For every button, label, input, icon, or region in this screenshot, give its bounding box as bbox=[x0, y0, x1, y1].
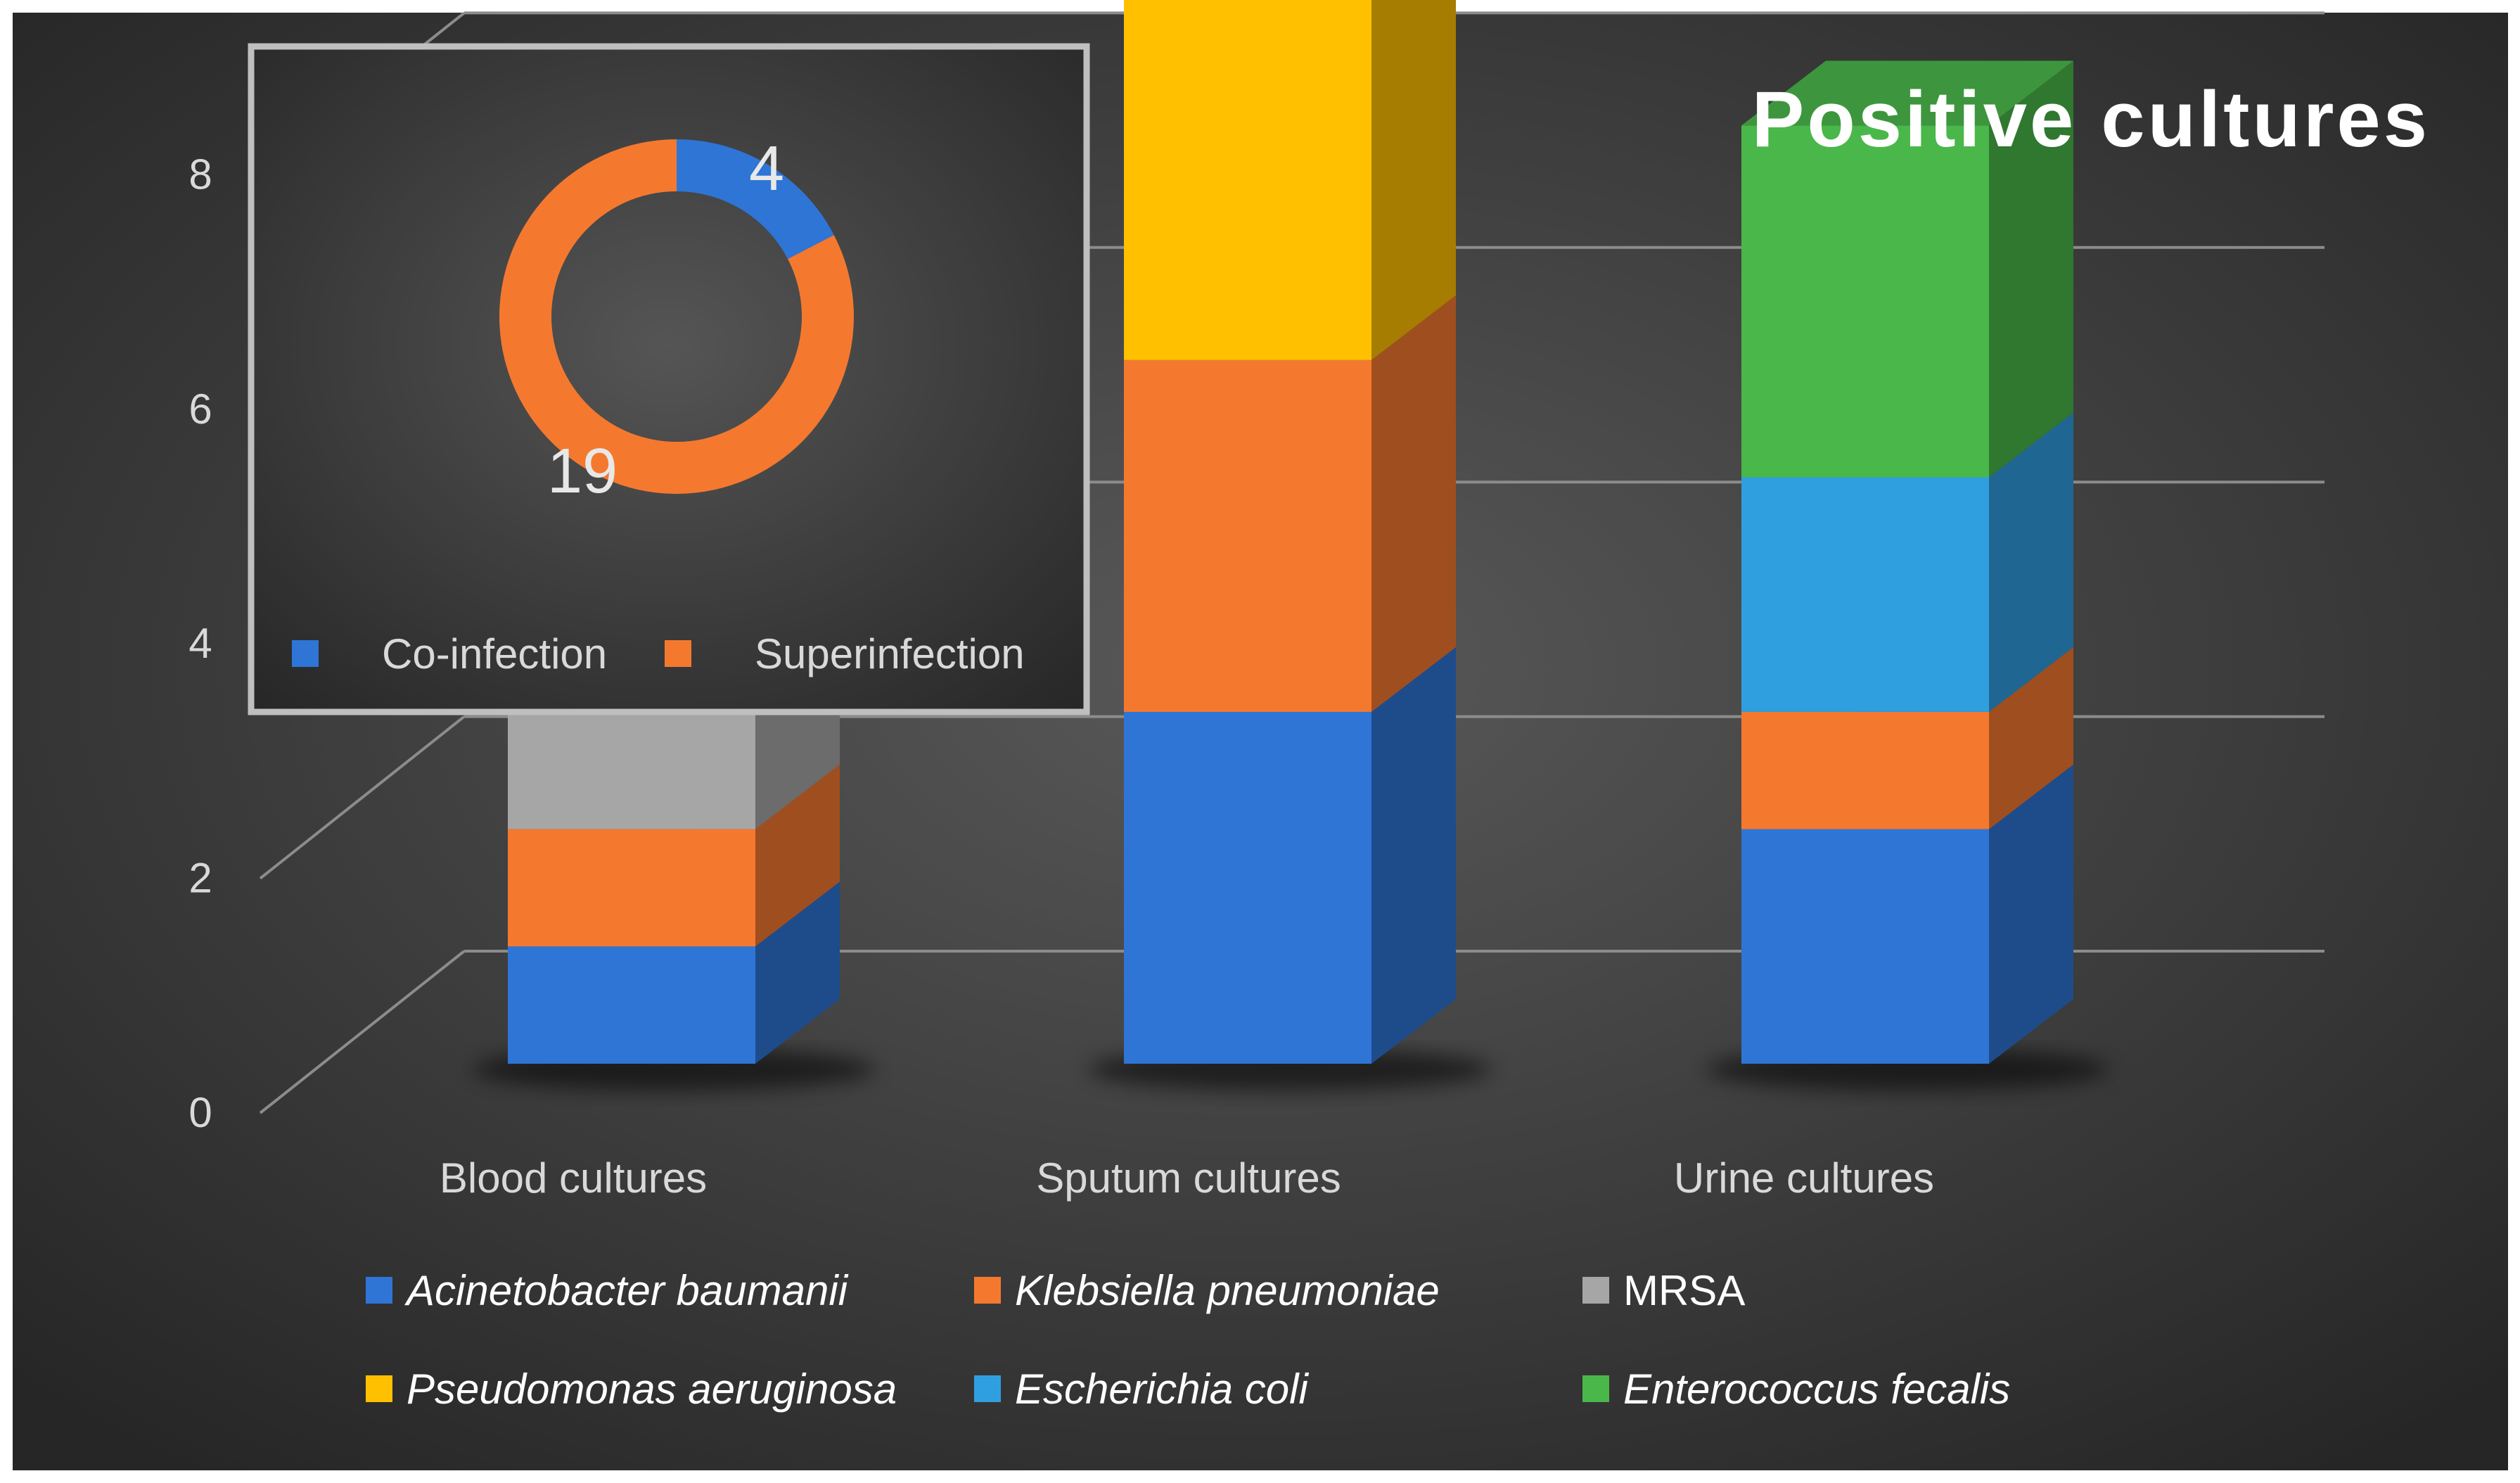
legend-swatch bbox=[974, 1277, 1001, 1304]
legend-label: Enterococcus fecalis bbox=[1623, 1366, 2010, 1413]
bar-legend: Acinetobacter baumanii Klebsiella pneumon… bbox=[366, 1267, 2010, 1413]
legend-swatch bbox=[366, 1375, 392, 1402]
bar-stack bbox=[1089, 0, 1491, 1090]
legend-label: Escherichia coli bbox=[1015, 1366, 1310, 1413]
gridline bbox=[259, 950, 466, 1114]
doughnut-data-label: 19 bbox=[547, 436, 618, 507]
bar-segment bbox=[1741, 477, 1989, 712]
gridline bbox=[259, 715, 466, 880]
bar-segment-side bbox=[1989, 61, 2073, 478]
legend-label: Co-infection bbox=[382, 630, 607, 677]
doughnut-legend: Co-infection Superinfection bbox=[292, 630, 1025, 677]
bar-segment bbox=[1124, 711, 1371, 1064]
y-tick-label: 6 bbox=[188, 386, 212, 433]
y-tick-label: 0 bbox=[188, 1089, 212, 1136]
bar-segment bbox=[1124, 359, 1371, 712]
legend-label: Pseudomonas aeruginosa bbox=[407, 1366, 897, 1413]
bar-segment bbox=[1741, 829, 1989, 1064]
legend-swatch bbox=[366, 1277, 392, 1304]
legend-swatch bbox=[1582, 1375, 1609, 1402]
bar-segment-side bbox=[755, 881, 840, 1064]
bar-segment bbox=[508, 946, 755, 1064]
legend-swatch bbox=[974, 1375, 1001, 1402]
stacked-bars bbox=[473, 0, 2109, 1090]
doughnut-slice bbox=[499, 139, 854, 494]
chart-title: Positive cultures bbox=[1752, 75, 2430, 163]
bar-segment-side bbox=[1371, 647, 1456, 1064]
y-tick-label: 8 bbox=[188, 151, 212, 198]
x-tick-label: Blood cultures bbox=[440, 1154, 707, 1202]
x-tick-label: Sputum cultures bbox=[1036, 1154, 1341, 1202]
doughnut-chart: 4 19 bbox=[499, 134, 854, 507]
y-tick-label: 4 bbox=[188, 620, 212, 667]
legend-swatch bbox=[665, 640, 691, 667]
bar-segment bbox=[1741, 125, 1989, 478]
legend-label: Klebsiella pneumoniae bbox=[1015, 1267, 1440, 1314]
bar-segment bbox=[508, 711, 755, 829]
legend-label: MRSA bbox=[1623, 1267, 1745, 1314]
bar-segment-side bbox=[1989, 764, 2073, 1064]
y-axis-ticks: 024681012 bbox=[188, 151, 212, 1136]
doughnut-slice bbox=[677, 139, 834, 260]
bar-top bbox=[1741, 61, 2073, 126]
legend-label: Superinfection bbox=[755, 630, 1025, 677]
y-tick-label: 2 bbox=[188, 855, 212, 902]
legend-label: Acinetobacter baumanii bbox=[404, 1267, 849, 1314]
legend-swatch bbox=[1582, 1277, 1609, 1304]
bar-segment-side bbox=[1989, 647, 2073, 829]
doughnut-data-label: 4 bbox=[749, 134, 784, 204]
bar-segment-side bbox=[1989, 412, 2073, 712]
bar-segment-side bbox=[1371, 0, 1456, 360]
bar-segment bbox=[1124, 0, 1371, 360]
bar-segment-side bbox=[755, 764, 840, 947]
bar-segment bbox=[508, 829, 755, 947]
x-axis-labels: Blood cultures Sputum cultures Urine cultu… bbox=[440, 1154, 1934, 1202]
doughnut-inset: 4 19 Co-infection Superinfection bbox=[248, 43, 1090, 715]
bar-stack bbox=[1706, 61, 2109, 1090]
legend-swatch bbox=[292, 640, 319, 667]
bar-segment-side bbox=[1371, 295, 1456, 712]
x-tick-label: Urine cultures bbox=[1674, 1154, 1934, 1202]
bar-segment bbox=[1741, 711, 1989, 829]
